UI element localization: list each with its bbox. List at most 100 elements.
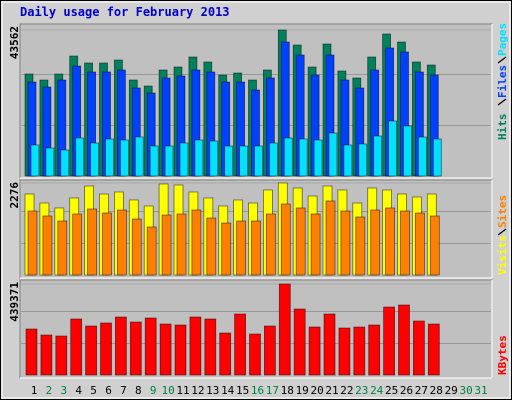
x-tick-label: 4 [75, 384, 82, 397]
bar [204, 318, 217, 376]
bar [146, 226, 157, 276]
x-tick-label: 1 [31, 384, 38, 397]
bar [87, 208, 97, 276]
bar [144, 317, 157, 376]
bar [85, 325, 97, 376]
y-tick-label: 2276 [8, 182, 21, 209]
bar [60, 149, 70, 177]
bar [383, 306, 396, 376]
x-tick-label: 14 [221, 384, 235, 397]
bar [427, 323, 440, 376]
bar [179, 142, 189, 177]
chart-title: Daily usage for February 2013 [20, 5, 230, 19]
bar [194, 139, 204, 177]
bar [219, 332, 232, 376]
legend-separator [497, 56, 507, 64]
x-tick-label: 5 [90, 384, 97, 397]
bar [400, 210, 410, 276]
bar [283, 137, 293, 177]
bar [323, 313, 336, 376]
bar [42, 215, 53, 276]
bar [429, 215, 440, 276]
bar [280, 203, 291, 276]
x-tick-label: 19 [296, 384, 309, 397]
bar [75, 137, 85, 177]
x-tick-label: 31 [474, 384, 487, 397]
y-tick-label: 439371 [8, 282, 21, 322]
bar [298, 138, 308, 177]
x-tick-label: 6 [105, 384, 112, 397]
x-tick-label: 21 [325, 384, 338, 397]
x-tick-label: 17 [266, 384, 279, 397]
legend-separator [497, 228, 507, 236]
bar [30, 144, 40, 177]
x-tick-label: 22 [340, 384, 353, 397]
x-tick-label: 30 [459, 384, 472, 397]
x-tick-label: 26 [400, 384, 413, 397]
bar [134, 136, 144, 177]
x-tick-label: 20 [310, 384, 323, 397]
bar [100, 322, 112, 376]
bar [189, 316, 202, 376]
x-tick-label: 3 [60, 384, 67, 397]
bar [388, 120, 398, 177]
bar [293, 308, 306, 376]
x-tick-label: 29 [445, 384, 458, 397]
legend-label: Sites [496, 195, 509, 228]
x-tick-label: 23 [355, 384, 368, 397]
x-tick-label: 11 [176, 384, 189, 397]
bar [25, 328, 38, 376]
bar [254, 145, 263, 177]
bar [414, 212, 425, 276]
bar [310, 213, 321, 276]
legend-label: Files [496, 65, 509, 98]
bar [340, 210, 351, 276]
y-tick-label: 43562 [8, 26, 21, 59]
bar [164, 145, 174, 177]
bar [209, 140, 219, 177]
x-tick-label: 10 [161, 384, 174, 397]
bar [149, 145, 159, 177]
bar [325, 200, 336, 276]
bar [55, 335, 68, 376]
bar [45, 147, 55, 177]
bar [263, 325, 276, 376]
bar [249, 333, 261, 376]
x-tick-label: 13 [206, 384, 219, 397]
bar [161, 214, 172, 276]
bar [268, 142, 278, 177]
bar [370, 209, 381, 276]
x-tick-label: 12 [191, 384, 204, 397]
bar [90, 142, 99, 177]
bar [70, 318, 83, 376]
bar [353, 326, 366, 376]
legend-separator [497, 98, 507, 106]
bar [308, 326, 321, 376]
bar [117, 209, 127, 276]
bar [313, 139, 323, 177]
bar [57, 220, 68, 276]
bar [328, 132, 338, 177]
x-tick-label: 9 [150, 384, 157, 397]
bar [129, 321, 142, 376]
bar [278, 283, 291, 376]
legend-label: Visits [496, 235, 509, 275]
x-tick-label: 2 [46, 384, 53, 397]
bar [131, 218, 142, 276]
x-tick-label: 15 [236, 384, 249, 397]
legend-label: Pages [496, 23, 509, 56]
bar [295, 207, 306, 276]
bar [236, 220, 247, 276]
bar [27, 210, 38, 276]
x-tick-label: 25 [385, 384, 398, 397]
bar [234, 313, 247, 376]
bar [368, 324, 381, 376]
x-tick-label: 28 [430, 384, 443, 397]
bar [115, 316, 127, 376]
bar [224, 145, 234, 177]
legend-label: KBytes [496, 335, 509, 375]
bar [355, 216, 366, 276]
bar [174, 324, 187, 376]
